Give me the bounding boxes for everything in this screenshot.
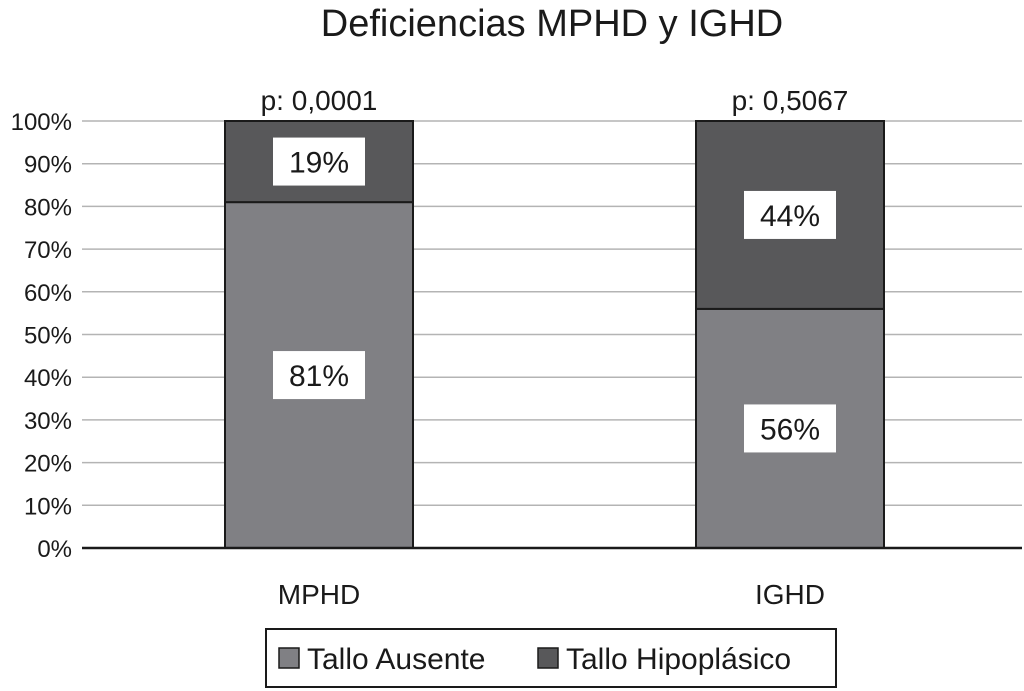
data-label: 19% bbox=[289, 147, 349, 180]
data-label-box bbox=[273, 351, 365, 400]
x-category-label: MPHD bbox=[278, 579, 360, 610]
y-tick-label: 60% bbox=[24, 280, 72, 307]
data-label: 56% bbox=[760, 413, 820, 446]
y-tick-label: 0% bbox=[37, 536, 72, 563]
y-tick-label: 100% bbox=[11, 109, 72, 136]
p-value-annotation: p: 0,0001 bbox=[261, 85, 378, 116]
y-tick-label: 30% bbox=[24, 408, 72, 435]
y-tick-label: 10% bbox=[24, 493, 72, 520]
x-axis: MPHD IGHD bbox=[82, 546, 1022, 610]
legend: Tallo Ausente Tallo Hipoplásico bbox=[265, 628, 837, 688]
data-label-box bbox=[273, 137, 365, 186]
data-label-box bbox=[744, 190, 836, 239]
p-value-annotation: p: 0,5067 bbox=[732, 85, 849, 116]
data-label: 81% bbox=[289, 360, 349, 393]
x-category-label: IGHD bbox=[755, 579, 825, 610]
data-labels: 81% 19% p: 0,0001 56% 44% p: 0,5067 bbox=[261, 85, 849, 453]
y-tick-label: 80% bbox=[24, 194, 72, 221]
legend-swatch bbox=[537, 647, 559, 669]
data-label: 44% bbox=[760, 200, 820, 233]
y-tick-label: 90% bbox=[24, 152, 72, 179]
y-tick-label: 50% bbox=[24, 323, 72, 350]
y-axis: 0% 10% 20% 30% 40% 50% 60% 70% 80% 90% 100% bbox=[11, 109, 72, 563]
chart-title: Deficiencias MPHD y IGHD bbox=[321, 3, 783, 45]
legend-swatch bbox=[278, 647, 300, 669]
y-tick-label: 70% bbox=[24, 237, 72, 264]
legend-label: Tallo Ausente bbox=[307, 643, 485, 676]
data-label-box bbox=[744, 404, 836, 453]
y-tick-label: 20% bbox=[24, 451, 72, 478]
y-tick-label: 40% bbox=[24, 365, 72, 392]
legend-label: Tallo Hipoplásico bbox=[566, 643, 791, 676]
